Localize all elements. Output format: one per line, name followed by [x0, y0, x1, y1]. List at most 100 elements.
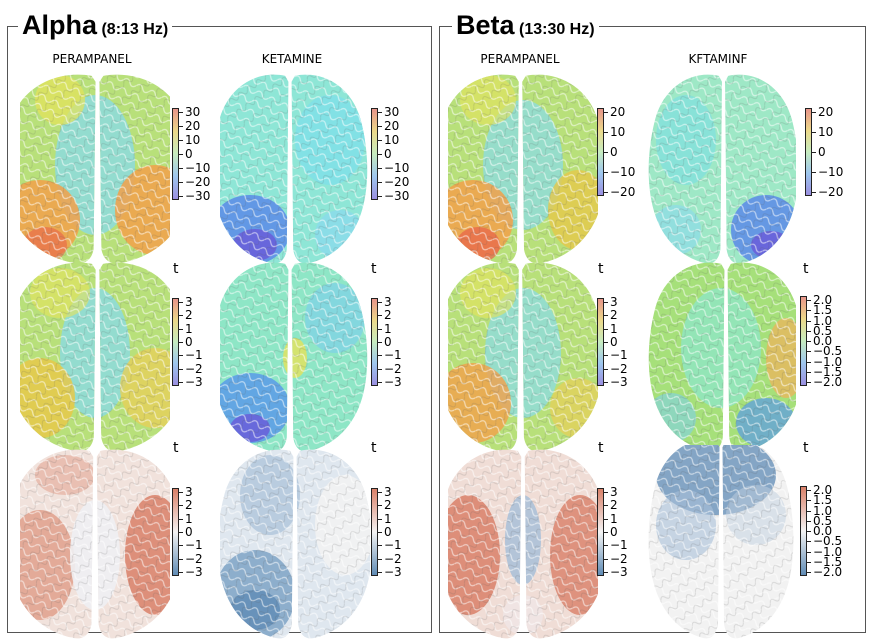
colorbar-tick-label: −3 [179, 566, 203, 578]
t-label: t [173, 261, 179, 277]
colorbar-tick-label: −10 [604, 166, 635, 178]
colorbar-tick-label: 20 [604, 106, 625, 118]
colorbar-tick-label: 1 [604, 513, 618, 525]
colorbar-tick-label: 20 [812, 106, 833, 118]
t-label: t [598, 261, 604, 277]
t-label: t [803, 440, 809, 456]
colorbar-tick-label: 0 [604, 146, 618, 158]
alpha-perampanel-label: PERAMPANEL [52, 52, 132, 66]
colorbar-tick-label: 2 [179, 309, 193, 321]
brain-alpha-ketamine-row3 [220, 449, 370, 639]
brain-alpha-perampanel-row1 [20, 74, 170, 264]
colorbar-tick-label: 3 [604, 486, 618, 498]
colorbar-tick-label: 1 [179, 513, 193, 525]
colorbar-gradient [597, 108, 604, 196]
alpha-title: Alpha [22, 10, 98, 40]
beta-perampanel-label: PERAMPANEL [480, 52, 560, 66]
brain-beta-perampanel-row3 [448, 449, 598, 639]
alpha-panel-title: Alpha (8:13 Hz) [18, 10, 173, 40]
colorbar-alpha-ketamine-row1: 30 20 10 0 −10 −20 −30 [371, 106, 441, 202]
colorbar-tick-label: −2.0 [807, 566, 842, 578]
colorbar-tick-label: 2 [604, 309, 618, 321]
colorbar-tick-label: 3 [604, 296, 618, 308]
colorbar-gradient [800, 486, 807, 576]
brain-beta-ketamine-row2 [648, 262, 796, 452]
alpha-panel [7, 26, 432, 633]
colorbar-beta-ketamine-row3: 2.0 1.5 1.0 0.5 0.0 −0.5 −1.0 −1.5 −2.0 [800, 484, 870, 578]
colorbar-alpha-perampanel-row1: 30 20 10 0 −10 −20 −30 [172, 106, 242, 202]
beta-ketamine-label: KFTAMINF [688, 52, 748, 66]
colorbar-tick-label: 0 [378, 148, 392, 160]
colorbar-tick-label: 0 [179, 148, 193, 160]
colorbar-gradient [172, 488, 179, 576]
colorbar-tick-label: 20 [378, 120, 399, 132]
brain-alpha-ketamine-row2 [220, 262, 368, 452]
colorbar-tick-label: 10 [604, 126, 625, 138]
alpha-range: (8:13 Hz) [101, 21, 169, 38]
colorbar-tick-label: 0 [179, 526, 193, 538]
colorbar-tick-label: 1 [378, 323, 392, 335]
colorbar-tick-label: −2.0 [807, 376, 842, 388]
colorbar-tick-label: −30 [179, 190, 210, 202]
colorbar-tick-label: 10 [812, 126, 833, 138]
colorbar-gradient [371, 488, 378, 576]
colorbar-tick-label: 3 [378, 296, 392, 308]
beta-panel-title: Beta (13:30 Hz) [452, 12, 599, 39]
colorbar-tick-label: 2 [604, 499, 618, 511]
brain-alpha-perampanel-row3 [20, 449, 170, 639]
colorbar-tick-label: −2 [378, 363, 402, 375]
colorbar-alpha-perampanel-row2: 3 2 1 0 −1 −2 −3 [172, 296, 242, 388]
colorbar-tick-label: 20 [179, 120, 200, 132]
colorbar-tick-label: 10 [378, 134, 399, 146]
beta-title: Beta [456, 10, 515, 40]
colorbar-tick-label: 1 [604, 323, 618, 335]
t-label: t [371, 440, 377, 456]
colorbar-tick-label: 30 [378, 106, 399, 118]
colorbar-tick-label: 2 [378, 499, 392, 511]
colorbar-beta-perampanel-row3: 3 2 1 0 −1 −2 −3 [597, 486, 667, 578]
brain-alpha-perampanel-row2 [20, 262, 170, 452]
colorbar-tick-label: −2 [179, 363, 203, 375]
colorbar-tick-label: −2 [179, 553, 203, 565]
t-label: t [371, 261, 377, 277]
colorbar-tick-label: 2 [378, 309, 392, 321]
colorbar-beta-perampanel-row2: 3 2 1 0 −1 −2 −3 [597, 296, 667, 388]
colorbar-gradient [172, 108, 179, 200]
brain-beta-perampanel-row2 [448, 262, 598, 452]
colorbar-tick-label: −20 [179, 176, 210, 188]
colorbar-tick-label: 0 [179, 336, 193, 348]
colorbar-tick-label: 30 [179, 106, 200, 118]
beta-range: (13:30 Hz) [518, 21, 595, 38]
brain-alpha-ketamine-row1 [220, 74, 368, 264]
colorbar-tick-label: −1 [604, 539, 628, 551]
brain-beta-perampanel-row1 [448, 74, 598, 264]
colorbar-tick-label: −2 [378, 553, 402, 565]
alpha-ketamine-label: KETAMINE [261, 52, 323, 66]
colorbar-tick-label: 0 [604, 526, 618, 538]
colorbar-tick-label: −2 [604, 363, 628, 375]
colorbar-tick-label: −20 [378, 176, 409, 188]
colorbar-tick-label: −1 [604, 349, 628, 361]
colorbar-tick-label: −3 [604, 376, 628, 388]
t-label: t [803, 261, 809, 277]
colorbar-beta-ketamine-row2: 2.0 1.5 1.0 0.5 0.0 −0.5 −1.0 −1.5 −2.0 [800, 294, 870, 388]
colorbar-gradient [172, 298, 179, 386]
colorbar-alpha-ketamine-row2: 3 2 1 0 −1 −2 −3 [371, 296, 441, 388]
colorbar-tick-label: 0 [604, 336, 618, 348]
colorbar-alpha-perampanel-row3: 3 2 1 0 −1 −2 −3 [172, 486, 242, 578]
brain-beta-ketamine-row3 [648, 445, 794, 639]
colorbar-tick-label: −3 [179, 376, 203, 388]
colorbar-tick-label: −10 [812, 166, 843, 178]
colorbar-tick-label: −30 [378, 190, 409, 202]
colorbar-beta-perampanel-row1: 20 10 0 −10 −20 [597, 106, 667, 198]
colorbar-tick-label: −20 [812, 186, 843, 198]
colorbar-tick-label: −10 [378, 162, 409, 174]
colorbar-tick-label: 2 [179, 499, 193, 511]
colorbar-tick-label: 1 [378, 513, 392, 525]
colorbar-tick-label: −20 [604, 186, 635, 198]
colorbar-tick-label: 0 [378, 336, 392, 348]
colorbar-gradient [805, 108, 812, 196]
brain-beta-ketamine-row1 [648, 74, 796, 264]
colorbar-gradient [371, 108, 378, 200]
colorbar-tick-label: −1 [378, 349, 402, 361]
